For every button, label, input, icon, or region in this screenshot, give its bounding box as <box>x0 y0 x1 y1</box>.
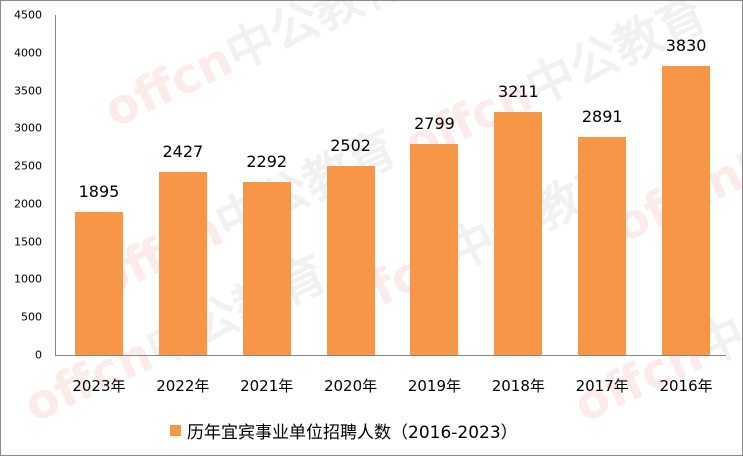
data-label: 2427 <box>162 141 204 161</box>
bar <box>410 143 459 355</box>
y-tick-label: 2000 <box>14 197 42 211</box>
bar <box>158 171 207 355</box>
y-tick-label: 3000 <box>14 121 42 135</box>
data-label: 3211 <box>497 82 539 102</box>
legend-swatch-icon <box>170 425 181 436</box>
legend: 历年宜宾事业单位招聘人数（2016-2023） <box>170 418 518 443</box>
y-tick-label: 1000 <box>14 272 42 286</box>
y-tick-label: 3500 <box>14 84 42 98</box>
x-axis-line <box>55 355 726 356</box>
data-label: 1895 <box>78 181 120 201</box>
x-tick-label: 2020年 <box>323 377 378 395</box>
x-tick-label: 2019年 <box>407 377 462 395</box>
data-label: 2799 <box>414 113 455 133</box>
x-tick-label: 2016年 <box>659 377 713 395</box>
bar <box>326 165 375 355</box>
y-tick-label: 500 <box>21 310 42 324</box>
y-tick-label: 2500 <box>14 159 42 173</box>
bar <box>74 211 123 355</box>
y-tick-label: 4500 <box>14 8 42 22</box>
bar <box>578 136 627 355</box>
bar <box>662 65 711 355</box>
x-tick-label: 2018年 <box>491 377 545 395</box>
x-tick-label: 2022年 <box>156 377 210 395</box>
x-tick-label: 2023年 <box>72 377 126 395</box>
legend-label: 历年宜宾事业单位招聘人数（2016-2023） <box>187 423 518 443</box>
data-label: 2891 <box>581 106 623 126</box>
data-label: 2502 <box>330 135 371 155</box>
data-label: 3830 <box>665 35 707 55</box>
x-tick-label: 2017年 <box>575 377 629 395</box>
bar <box>494 112 543 355</box>
bar <box>242 181 291 355</box>
data-label: 2292 <box>246 151 288 171</box>
y-axis-line <box>55 15 56 355</box>
y-tick-label: 4000 <box>14 46 42 60</box>
x-tick-label: 2021年 <box>240 377 294 395</box>
y-tick-label: 1500 <box>14 235 42 249</box>
y-tick-label: 0 <box>35 348 42 362</box>
